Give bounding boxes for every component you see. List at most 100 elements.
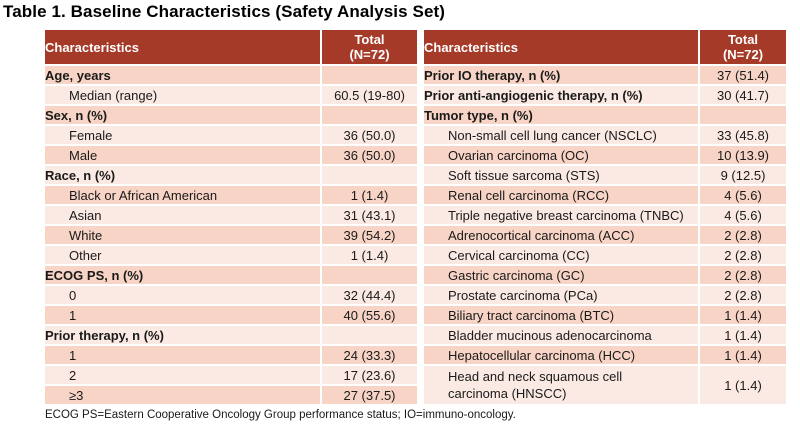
row-value: 1 (1.4) [698, 304, 788, 326]
table-row: Race, n (%) [43, 164, 419, 186]
baseline-table-right: Characteristics Total (N=72) Prior IO th… [422, 28, 788, 406]
row-category-label: Tumor type, n (%) [422, 104, 700, 126]
row-item-label: Median (range) [43, 84, 322, 106]
table-row: 1 24 (33.3) [43, 344, 419, 366]
row-item-label: Gastric carcinoma (GC) [422, 264, 700, 286]
row-value: 1 (1.4) [698, 344, 788, 366]
table-row: Female 36 (50.0) [43, 124, 419, 146]
row-item-label: Asian [43, 204, 322, 226]
row-category-label: Sex, n (%) [43, 104, 322, 126]
row-item-label: Renal cell carcinoma (RCC) [422, 184, 700, 206]
table-row: Black or African American 1 (1.4) [43, 184, 419, 206]
row-item-label: Female [43, 124, 322, 146]
column-header-total: Total (N=72) [698, 28, 788, 66]
row-item-label: 2 [43, 364, 322, 386]
row-value: 4 (5.6) [698, 184, 788, 206]
table-row: Tumor type, n (%) [422, 104, 788, 126]
row-item-label: White [43, 224, 322, 246]
row-item-label: 1 [43, 344, 322, 366]
row-value [320, 64, 419, 86]
row-value: 60.5 (19-80) [320, 84, 419, 106]
table-row: Prostate carcinoma (PCa) 2 (2.8) [422, 284, 788, 306]
row-value: 17 (23.6) [320, 364, 419, 386]
row-value: 4 (5.6) [698, 204, 788, 226]
table-footnote: ECOG PS=Eastern Cooperative Oncology Gro… [45, 409, 516, 421]
table-row: Asian 31 (43.1) [43, 204, 419, 226]
row-value: 30 (41.7) [698, 84, 788, 106]
table-row: Soft tissue sarcoma (STS) 9 (12.5) [422, 164, 788, 186]
row-item-label: Cervical carcinoma (CC) [422, 244, 700, 266]
table-row: Triple negative breast carcinoma (TNBC) 4… [422, 204, 788, 226]
row-item-label: Non-small cell lung cancer (NSCLC) [422, 124, 700, 146]
table-row: Hepatocellular carcinoma (HCC) 1 (1.4) [422, 344, 788, 366]
baseline-table-left: Characteristics Total (N=72) Age, years M… [43, 28, 419, 406]
row-value [320, 324, 419, 346]
row-category-label: Age, years [43, 64, 322, 86]
row-item-label: Ovarian carcinoma (OC) [422, 144, 700, 166]
row-item-label: Prostate carcinoma (PCa) [422, 284, 700, 306]
table-row: Non-small cell lung cancer (NSCLC) 33 (45… [422, 124, 788, 146]
column-header-total: Total (N=72) [320, 28, 419, 66]
row-value: 1 (1.4) [320, 184, 419, 206]
row-value: 24 (33.3) [320, 344, 419, 366]
row-value: 27 (37.5) [320, 384, 419, 406]
table-row: Gastric carcinoma (GC) 2 (2.8) [422, 264, 788, 286]
table-row: Age, years [43, 64, 419, 86]
row-value: 37 (51.4) [698, 64, 788, 86]
row-value [698, 104, 788, 126]
row-value: 40 (55.6) [320, 304, 419, 326]
table-row: Prior therapy, n (%) [43, 324, 419, 346]
row-item-label: Male [43, 144, 322, 166]
page-title: Table 1. Baseline Characteristics (Safet… [3, 2, 446, 21]
table-row: ECOG PS, n (%) [43, 264, 419, 286]
table-row: Bladder mucinous adenocarcinoma 1 (1.4) [422, 324, 788, 346]
row-item-label: Other [43, 244, 322, 266]
table-row: Other 1 (1.4) [43, 244, 419, 266]
row-value: 33 (45.8) [698, 124, 788, 146]
table-row: 1 40 (55.6) [43, 304, 419, 326]
row-value: 10 (13.9) [698, 144, 788, 166]
row-value: 31 (43.1) [320, 204, 419, 226]
table-row: Ovarian carcinoma (OC) 10 (13.9) [422, 144, 788, 166]
table-row: Head and neck squamous cell carcinoma (H… [422, 364, 788, 406]
table-row: Cervical carcinoma (CC) 2 (2.8) [422, 244, 788, 266]
table-row: Sex, n (%) [43, 104, 419, 126]
table-row: Median (range) 60.5 (19-80) [43, 84, 419, 106]
row-item-label: Triple negative breast carcinoma (TNBC) [422, 204, 700, 226]
column-header-characteristics: Characteristics [43, 28, 322, 66]
table-row: 0 32 (44.4) [43, 284, 419, 306]
row-value: 32 (44.4) [320, 284, 419, 306]
table-row: Adrenocortical carcinoma (ACC) 2 (2.8) [422, 224, 788, 246]
table-row: Biliary tract carcinoma (BTC) 1 (1.4) [422, 304, 788, 326]
table-row: Male 36 (50.0) [43, 144, 419, 166]
row-value: 36 (50.0) [320, 144, 419, 166]
row-value: 2 (2.8) [698, 284, 788, 306]
row-category-label: Race, n (%) [43, 164, 322, 186]
table-row: Renal cell carcinoma (RCC) 4 (5.6) [422, 184, 788, 206]
row-value [320, 164, 419, 186]
row-value: 1 (1.4) [320, 244, 419, 266]
column-header-characteristics: Characteristics [422, 28, 700, 66]
row-value: 2 (2.8) [698, 224, 788, 246]
row-value [320, 104, 419, 126]
row-value: 39 (54.2) [320, 224, 419, 246]
table-row: White 39 (54.2) [43, 224, 419, 246]
row-item-label: Adrenocortical carcinoma (ACC) [422, 224, 700, 246]
table-row: Prior anti-angiogenic therapy, n (%) 30 (… [422, 84, 788, 106]
row-value: 1 (1.4) [698, 364, 788, 406]
row-value: 9 (12.5) [698, 164, 788, 186]
row-value: 2 (2.8) [698, 264, 788, 286]
row-item-label: Bladder mucinous adenocarcinoma [422, 324, 700, 346]
table-row: Prior IO therapy, n (%) 37 (51.4) [422, 64, 788, 86]
row-item-label: Hepatocellular carcinoma (HCC) [422, 344, 700, 366]
row-item-label: 1 [43, 304, 322, 326]
row-item-label: Soft tissue sarcoma (STS) [422, 164, 700, 186]
row-category-label: ECOG PS, n (%) [43, 264, 322, 286]
baseline-characteristics-tables: Characteristics Total (N=72) Age, years M… [43, 28, 788, 406]
table-row: ≥3 27 (37.5) [43, 384, 419, 406]
row-item-label: Head and neck squamous cell carcinoma (H… [422, 364, 700, 406]
row-item-label: ≥3 [43, 384, 322, 406]
row-category-label: Prior therapy, n (%) [43, 324, 322, 346]
row-category-label: Prior IO therapy, n (%) [422, 64, 700, 86]
header-row: Characteristics Total (N=72) [422, 28, 788, 66]
